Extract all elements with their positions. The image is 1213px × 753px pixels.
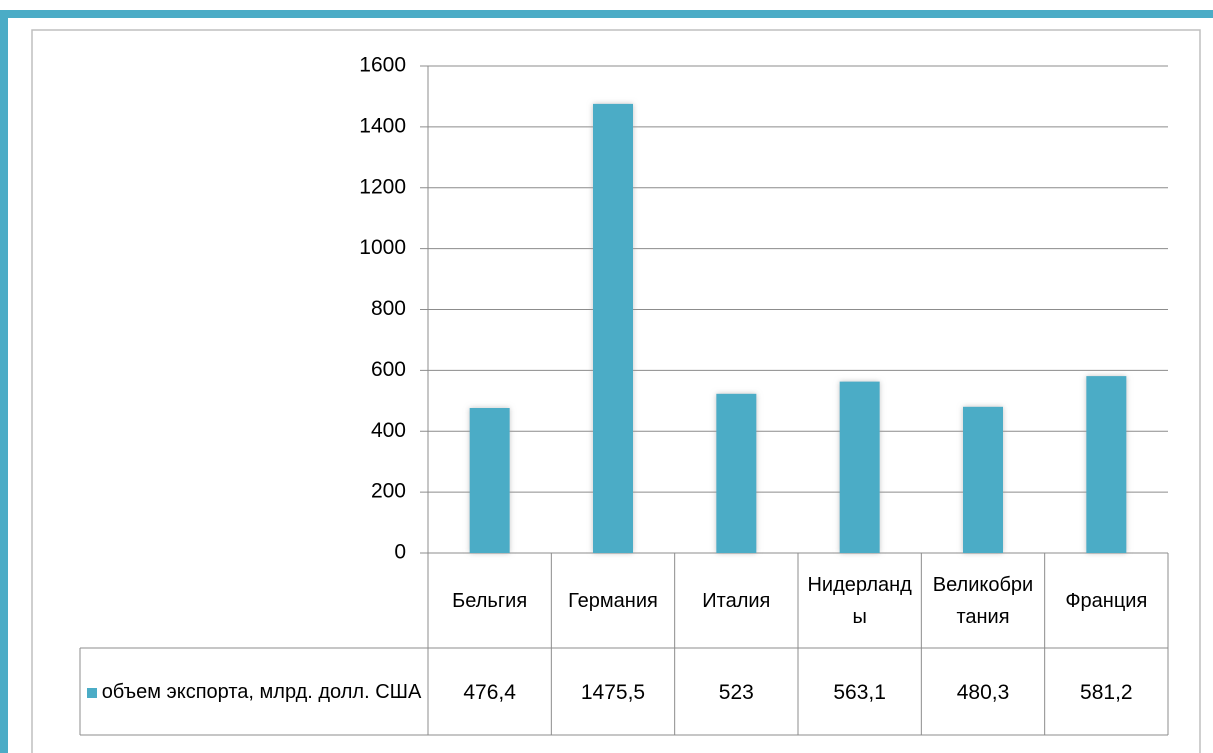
bar (593, 103, 633, 553)
x-tick-label: Великобритания (932, 573, 1034, 628)
y-tick-label: 1000 (359, 236, 406, 259)
data-table-value: 523 (719, 681, 754, 704)
bar (716, 393, 757, 553)
category-cell: Бельгия (452, 589, 528, 612)
y-tick-label: 0 (394, 541, 406, 564)
legend-swatch (86, 687, 97, 698)
data-table-value: 476,4 (463, 681, 516, 704)
data-table-value: 480,3 (957, 681, 1010, 704)
legend-cell: объем экспорта, млрд. долл. США (80, 648, 428, 735)
category-cell: Нидерланды (807, 573, 912, 628)
data-table-value: 1475,5 (581, 681, 645, 704)
category-cell: Италия (702, 589, 771, 612)
y-tick-label: 1400 (359, 114, 406, 137)
y-tick-label: 800 (371, 297, 406, 320)
y-tick-label: 600 (371, 358, 406, 381)
legend-label: объем экспорта, млрд. долл. США (101, 680, 422, 703)
x-tick-label: Италия (702, 589, 771, 612)
y-tick-label: 400 (371, 419, 406, 442)
y-tick-label: 200 (371, 480, 406, 503)
category-cell: Германия (568, 589, 658, 612)
x-tick-label: Нидерланды (807, 573, 912, 628)
y-tick-label: 1200 (359, 175, 406, 198)
bar (469, 407, 510, 553)
x-tick-label: Франция (1065, 589, 1148, 612)
data-table-value: 563,1 (833, 681, 886, 704)
data-table-value: 581,2 (1080, 681, 1133, 704)
category-cell: Франция (1065, 589, 1148, 612)
x-tick-label: Бельгия (452, 589, 528, 612)
outer-frame (0, 10, 1213, 753)
bar (963, 406, 1003, 553)
category-cell: Великобритания (932, 573, 1034, 628)
legend-entry: объем экспорта, млрд. долл. США (80, 648, 428, 735)
x-tick-label: Германия (568, 589, 658, 612)
bar (1086, 376, 1127, 553)
bar (839, 381, 880, 553)
y-tick-label: 1600 (359, 54, 406, 77)
